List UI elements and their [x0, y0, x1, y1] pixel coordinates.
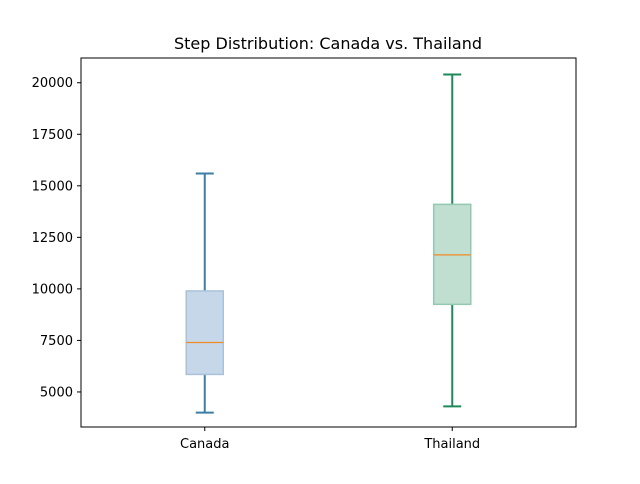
y-tick-label: 12500	[32, 231, 73, 246]
plot-area: 5000 7500 10000 12500 15000 17500 20000 Canada T…	[32, 57, 577, 452]
axes-frame	[80, 57, 577, 428]
y-tick-label: 20000	[32, 76, 73, 91]
canada-box	[185, 290, 224, 376]
y-tick-label: 7500	[40, 334, 73, 349]
y-tick-label: 15000	[32, 179, 73, 194]
x-tick-label: Canada	[180, 437, 229, 452]
y-tick-label: 17500	[32, 128, 73, 143]
chart-title: Step Distribution: Canada vs. Thailand	[174, 34, 482, 53]
x-tick-label: Thailand	[423, 437, 480, 452]
y-tick-label: 5000	[40, 385, 73, 400]
y-tick-label: 10000	[32, 282, 73, 297]
